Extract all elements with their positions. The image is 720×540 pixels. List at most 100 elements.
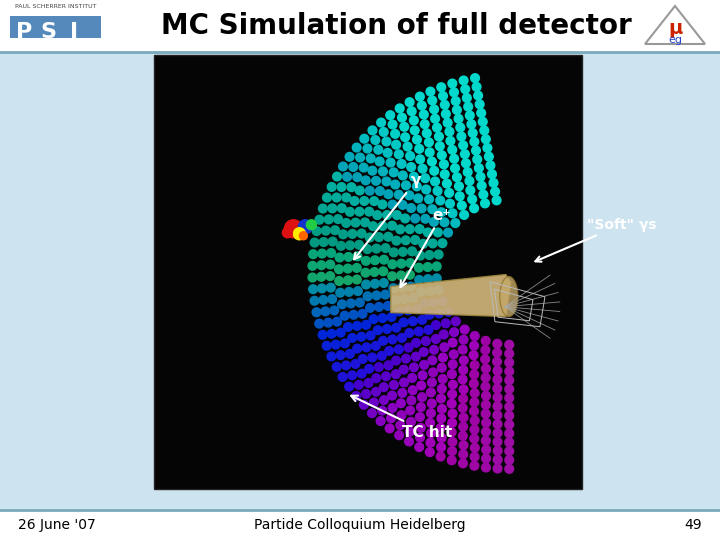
Circle shape bbox=[404, 306, 413, 315]
Circle shape bbox=[353, 275, 361, 284]
Circle shape bbox=[472, 83, 481, 91]
Circle shape bbox=[371, 136, 379, 144]
Circle shape bbox=[410, 126, 419, 135]
Circle shape bbox=[480, 126, 489, 135]
Circle shape bbox=[487, 170, 496, 179]
Circle shape bbox=[338, 204, 346, 213]
Circle shape bbox=[453, 173, 462, 181]
Circle shape bbox=[439, 160, 449, 168]
Circle shape bbox=[446, 137, 455, 145]
Circle shape bbox=[377, 118, 385, 127]
Circle shape bbox=[505, 456, 513, 464]
Circle shape bbox=[345, 382, 354, 391]
Circle shape bbox=[493, 411, 502, 420]
Circle shape bbox=[390, 168, 398, 177]
Circle shape bbox=[405, 271, 414, 279]
Circle shape bbox=[415, 413, 424, 421]
Circle shape bbox=[430, 166, 438, 175]
Circle shape bbox=[505, 464, 513, 473]
Circle shape bbox=[470, 416, 479, 425]
Circle shape bbox=[378, 314, 387, 322]
Circle shape bbox=[418, 164, 427, 173]
Circle shape bbox=[489, 179, 498, 187]
Circle shape bbox=[467, 120, 476, 129]
Circle shape bbox=[298, 220, 312, 234]
Circle shape bbox=[362, 343, 371, 352]
Circle shape bbox=[338, 373, 347, 381]
Circle shape bbox=[335, 265, 343, 274]
Circle shape bbox=[417, 288, 426, 296]
Circle shape bbox=[491, 187, 500, 196]
Circle shape bbox=[433, 123, 441, 132]
Circle shape bbox=[428, 96, 436, 105]
Circle shape bbox=[368, 409, 377, 417]
Circle shape bbox=[437, 414, 446, 423]
Circle shape bbox=[390, 248, 398, 256]
Circle shape bbox=[319, 238, 328, 246]
Circle shape bbox=[436, 196, 444, 205]
Circle shape bbox=[421, 214, 430, 223]
Circle shape bbox=[374, 302, 383, 311]
Text: PAUL SCHERRER INSTITUT: PAUL SCHERRER INSTITUT bbox=[14, 3, 96, 9]
Circle shape bbox=[342, 361, 351, 370]
Circle shape bbox=[342, 193, 351, 202]
Circle shape bbox=[441, 319, 450, 328]
Circle shape bbox=[321, 226, 330, 235]
Circle shape bbox=[384, 190, 393, 199]
Circle shape bbox=[361, 320, 371, 329]
Circle shape bbox=[328, 295, 336, 303]
Text: 26 June '07: 26 June '07 bbox=[18, 518, 96, 532]
Circle shape bbox=[315, 215, 324, 224]
Circle shape bbox=[415, 155, 425, 164]
Circle shape bbox=[438, 384, 446, 393]
Circle shape bbox=[415, 225, 424, 233]
Circle shape bbox=[331, 340, 340, 349]
Circle shape bbox=[356, 153, 364, 162]
Circle shape bbox=[505, 438, 513, 447]
Text: Partide Colloquium Heidelberg: Partide Colloquium Heidelberg bbox=[254, 518, 466, 532]
Circle shape bbox=[338, 162, 347, 171]
Circle shape bbox=[371, 256, 379, 265]
Circle shape bbox=[336, 351, 345, 360]
Circle shape bbox=[353, 252, 362, 261]
Circle shape bbox=[318, 330, 327, 339]
Circle shape bbox=[455, 192, 464, 201]
Circle shape bbox=[323, 341, 331, 350]
Text: e⁺: e⁺ bbox=[400, 208, 451, 287]
Circle shape bbox=[359, 355, 367, 363]
Circle shape bbox=[332, 193, 341, 202]
Circle shape bbox=[461, 150, 469, 158]
Circle shape bbox=[341, 312, 349, 320]
Circle shape bbox=[482, 454, 490, 463]
Circle shape bbox=[405, 437, 413, 446]
Circle shape bbox=[483, 144, 492, 152]
Circle shape bbox=[449, 409, 457, 418]
Circle shape bbox=[368, 353, 377, 362]
Circle shape bbox=[450, 88, 459, 97]
Text: 49: 49 bbox=[685, 518, 702, 532]
Circle shape bbox=[505, 447, 513, 456]
Circle shape bbox=[398, 171, 408, 180]
Circle shape bbox=[308, 261, 317, 270]
Circle shape bbox=[419, 239, 428, 248]
Circle shape bbox=[477, 181, 486, 190]
Circle shape bbox=[328, 183, 336, 191]
Text: γ: γ bbox=[354, 173, 421, 259]
Circle shape bbox=[318, 284, 326, 293]
Circle shape bbox=[412, 352, 420, 361]
Circle shape bbox=[420, 110, 428, 119]
Circle shape bbox=[400, 378, 408, 387]
Circle shape bbox=[478, 117, 487, 126]
Circle shape bbox=[470, 389, 479, 397]
Circle shape bbox=[449, 380, 457, 389]
Circle shape bbox=[454, 114, 463, 123]
Circle shape bbox=[418, 101, 426, 110]
Circle shape bbox=[482, 364, 490, 373]
Circle shape bbox=[327, 248, 336, 258]
Circle shape bbox=[374, 145, 382, 154]
Circle shape bbox=[410, 363, 418, 372]
Circle shape bbox=[418, 315, 426, 324]
Circle shape bbox=[379, 167, 387, 176]
Circle shape bbox=[423, 228, 432, 237]
Circle shape bbox=[384, 347, 394, 355]
